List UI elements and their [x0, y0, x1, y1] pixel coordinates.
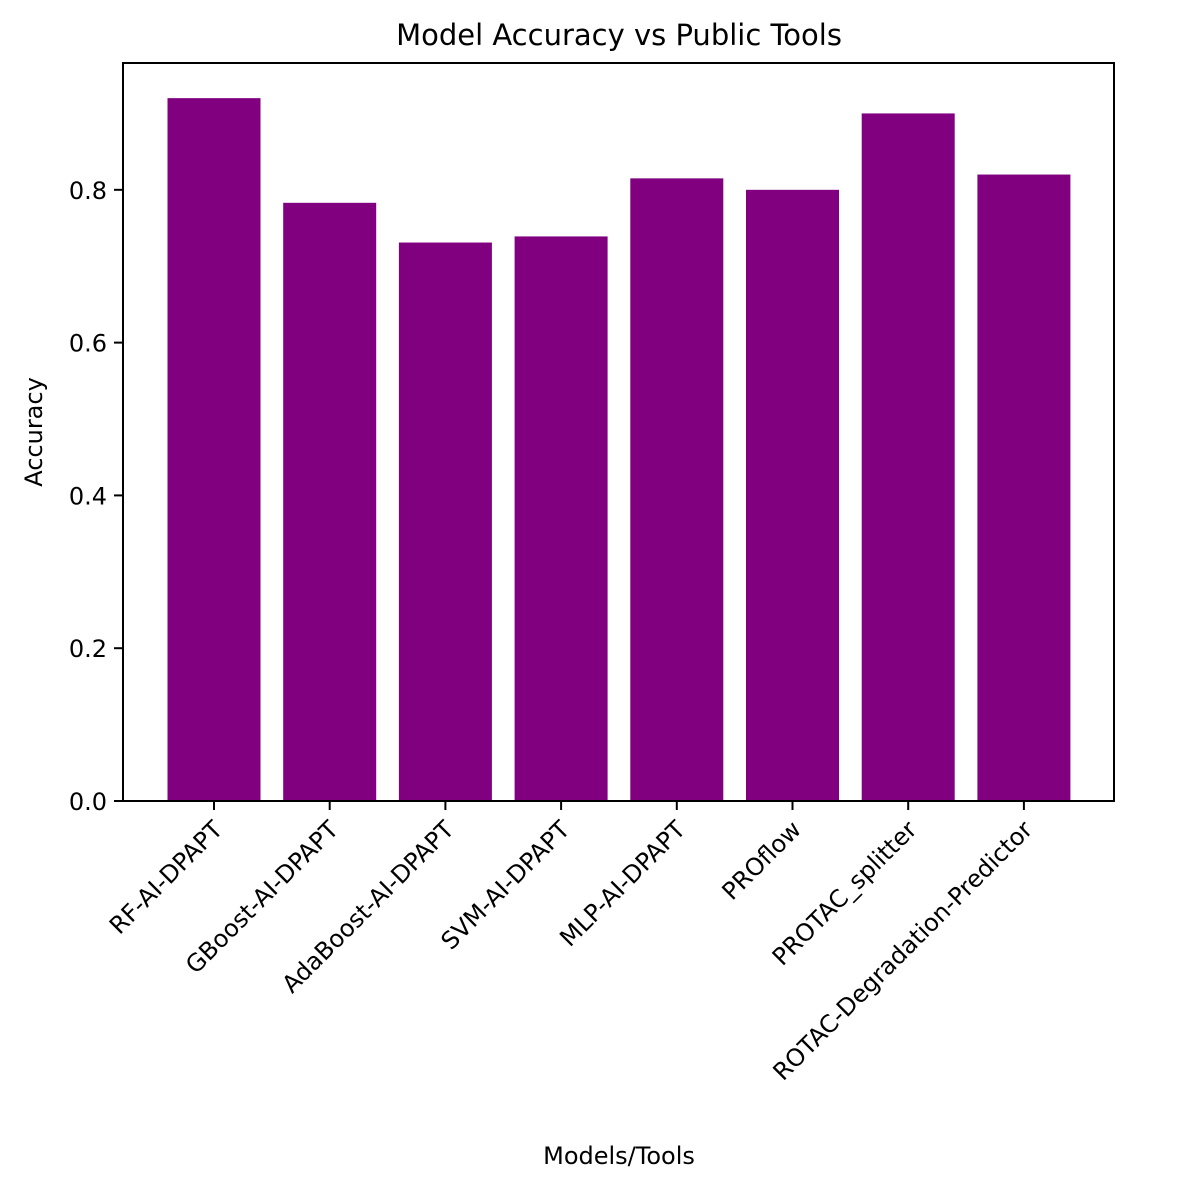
chart-title: Model Accuracy vs Public Tools — [396, 18, 842, 52]
bar-mlp-ai-dpapt — [630, 178, 724, 802]
bars-group — [167, 98, 1071, 802]
x-axis-label: Models/Tools — [543, 1142, 695, 1170]
bar-proflow — [746, 189, 839, 801]
y-tick-label: 0.8 — [69, 177, 107, 205]
x-tick-label: PROflow — [717, 815, 807, 905]
bar-gboost-ai-dpapt — [283, 202, 377, 802]
y-axis: 0.0 0.2 0.4 0.6 0.8 — [69, 177, 123, 816]
bar-rotac-degradation-predictor — [977, 174, 1071, 801]
y-tick-label: 0.4 — [69, 482, 107, 510]
bar-protac-splitter — [861, 113, 955, 801]
y-tick-label: 0.2 — [69, 635, 107, 663]
y-tick-label: 0.0 — [69, 788, 107, 816]
bar-rf-ai-dpapt — [167, 98, 261, 801]
plot-frame — [122, 62, 1115, 802]
bar-adaboost-ai-dpapt — [398, 242, 492, 801]
y-tick-label: 0.6 — [69, 330, 107, 358]
x-axis: RF-AI-DPAPTGBoost-AI-DPAPTAdaBoost-AI-DP… — [104, 801, 1038, 1086]
y-axis-label: Accuracy — [20, 377, 48, 487]
bar-svm-ai-dpapt — [514, 236, 608, 801]
x-tick-label: MLP-AI-DPAPT — [554, 815, 691, 952]
x-tick-label: ROTAC-Degradation-Predictor — [768, 815, 1039, 1086]
x-tick-label: RF-AI-DPAPT — [104, 815, 229, 940]
